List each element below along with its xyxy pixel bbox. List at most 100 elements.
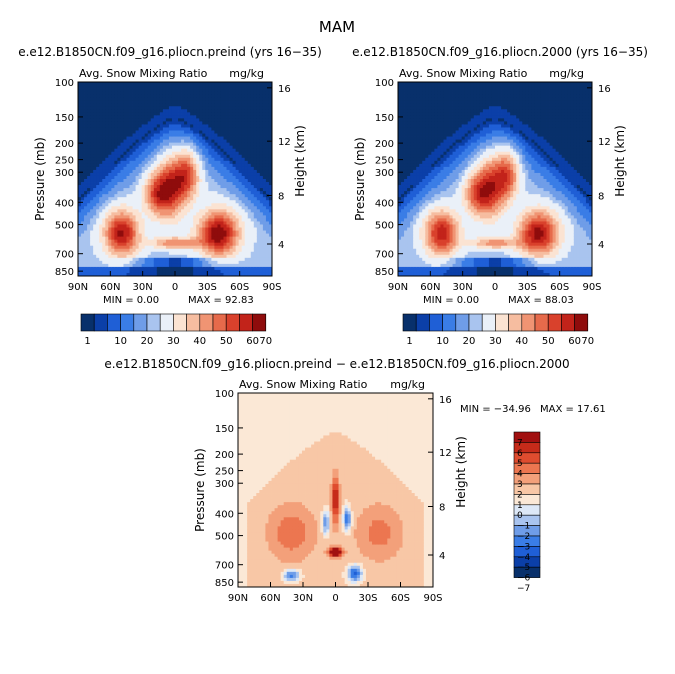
heatmap-cell: [175, 118, 179, 122]
heatmap-cell: [202, 133, 206, 137]
heatmap-cell: [153, 145, 158, 150]
heatmap-cell: [190, 212, 194, 216]
heatmap-cell: [199, 160, 203, 165]
heatmap-cell: [190, 209, 194, 213]
heatmap-cell: [416, 194, 420, 198]
heatmap-cell: [108, 130, 112, 134]
heatmap-cell: [144, 154, 149, 159]
heatmap-cell: [425, 142, 429, 147]
heatmap-cell: [93, 215, 97, 219]
heatmap-cell: [214, 148, 218, 153]
heatmap-cell: [156, 251, 161, 256]
heatmap-cell: [81, 212, 85, 216]
heatmap-cell: [220, 227, 224, 231]
heatmap-cell: [208, 106, 212, 110]
heatmap-cell: [238, 233, 243, 237]
heatmap-cell: [153, 109, 158, 113]
heatmap-cell: [108, 200, 112, 204]
heatmap-cell: [135, 266, 140, 271]
heatmap-cell: [117, 97, 121, 101]
heatmap-cell: [431, 185, 435, 189]
heatmap-cell: [416, 106, 420, 110]
heatmap-cell: [141, 215, 146, 219]
heatmap-cell: [114, 182, 118, 186]
heatmap-cell: [187, 175, 191, 180]
heatmap-cell: [416, 91, 420, 95]
heatmap-cell: [99, 266, 103, 271]
heatmap-cell: [425, 188, 429, 192]
heatmap-cell: [422, 160, 426, 165]
heatmap-cell: [138, 227, 143, 231]
heatmap-cell: [181, 109, 185, 113]
heatmap-cell: [250, 142, 255, 147]
heatmap-cell: [141, 91, 146, 95]
heatmap-cell: [96, 115, 100, 119]
heatmap-cell: [223, 188, 227, 192]
heatmap-cell: [150, 242, 155, 247]
heatmap-cell: [78, 179, 82, 183]
heatmap-cell: [253, 221, 258, 225]
heatmap-cell: [229, 82, 233, 86]
heatmap-cell: [144, 197, 149, 201]
heatmap-cell: [117, 221, 121, 225]
heatmap-cell: [208, 130, 212, 134]
heatmap-cell: [165, 203, 170, 207]
heatmap-cell: [168, 272, 173, 277]
heatmap-cell: [132, 254, 136, 259]
heatmap-cell: [81, 91, 85, 95]
heatmap-cell: [138, 124, 143, 128]
heatmap-cell: [407, 215, 411, 219]
heatmap-cell: [416, 215, 420, 219]
heatmap-cell: [96, 124, 100, 128]
heatmap-cell: [193, 242, 197, 247]
heatmap-cell: [129, 206, 133, 210]
heatmap-cell: [144, 182, 149, 186]
heatmap-cell: [413, 175, 417, 180]
heatmap-cell: [96, 233, 100, 237]
heatmap-cell: [238, 215, 243, 219]
heatmap-cell: [141, 221, 146, 225]
heatmap-cell: [223, 94, 227, 98]
heatmap-cell: [138, 197, 143, 201]
heatmap-cell: [253, 209, 258, 213]
heatmap-cell: [90, 269, 94, 274]
heatmap-cell: [229, 191, 233, 195]
heatmap-cell: [205, 212, 209, 216]
heatmap-cell: [410, 142, 414, 147]
heatmap-cell: [132, 188, 136, 192]
heatmap-cell: [416, 230, 420, 234]
heatmap-cell: [187, 88, 191, 92]
heatmap-cell: [129, 172, 133, 177]
heatmap-cell: [268, 106, 273, 110]
heatmap-cell: [178, 109, 182, 113]
heatmap-cell: [184, 263, 188, 268]
heatmap-cell: [232, 172, 237, 177]
heatmap-cell: [250, 94, 255, 98]
heatmap-cell: [247, 185, 252, 189]
heatmap-cell: [250, 272, 255, 277]
heatmap-cell: [202, 112, 206, 116]
heatmap-cell: [259, 191, 264, 195]
heatmap-cell: [217, 248, 221, 253]
heatmap-cell: [159, 251, 164, 256]
heatmap-cell: [150, 179, 155, 183]
heatmap-cell: [175, 188, 179, 192]
heatmap-cell: [256, 188, 261, 192]
heatmap-cell: [199, 257, 203, 262]
heatmap-cell: [147, 154, 152, 159]
heatmap-cell: [428, 166, 432, 171]
heatmap-cell: [407, 145, 411, 150]
heatmap-cell: [247, 154, 252, 159]
heatmap-cell: [178, 197, 182, 201]
heatmap-cell: [96, 212, 100, 216]
heatmap-cell: [232, 118, 237, 122]
heatmap-cell: [187, 109, 191, 113]
heatmap-cell: [226, 260, 230, 265]
heatmap-cell: [90, 175, 94, 180]
heatmap-cell: [247, 121, 252, 125]
heatmap-cell: [168, 239, 173, 244]
heatmap-cell: [410, 160, 414, 165]
heatmap-cell: [214, 172, 218, 177]
heatmap-cell: [187, 106, 191, 110]
heatmap-cell: [262, 188, 267, 192]
